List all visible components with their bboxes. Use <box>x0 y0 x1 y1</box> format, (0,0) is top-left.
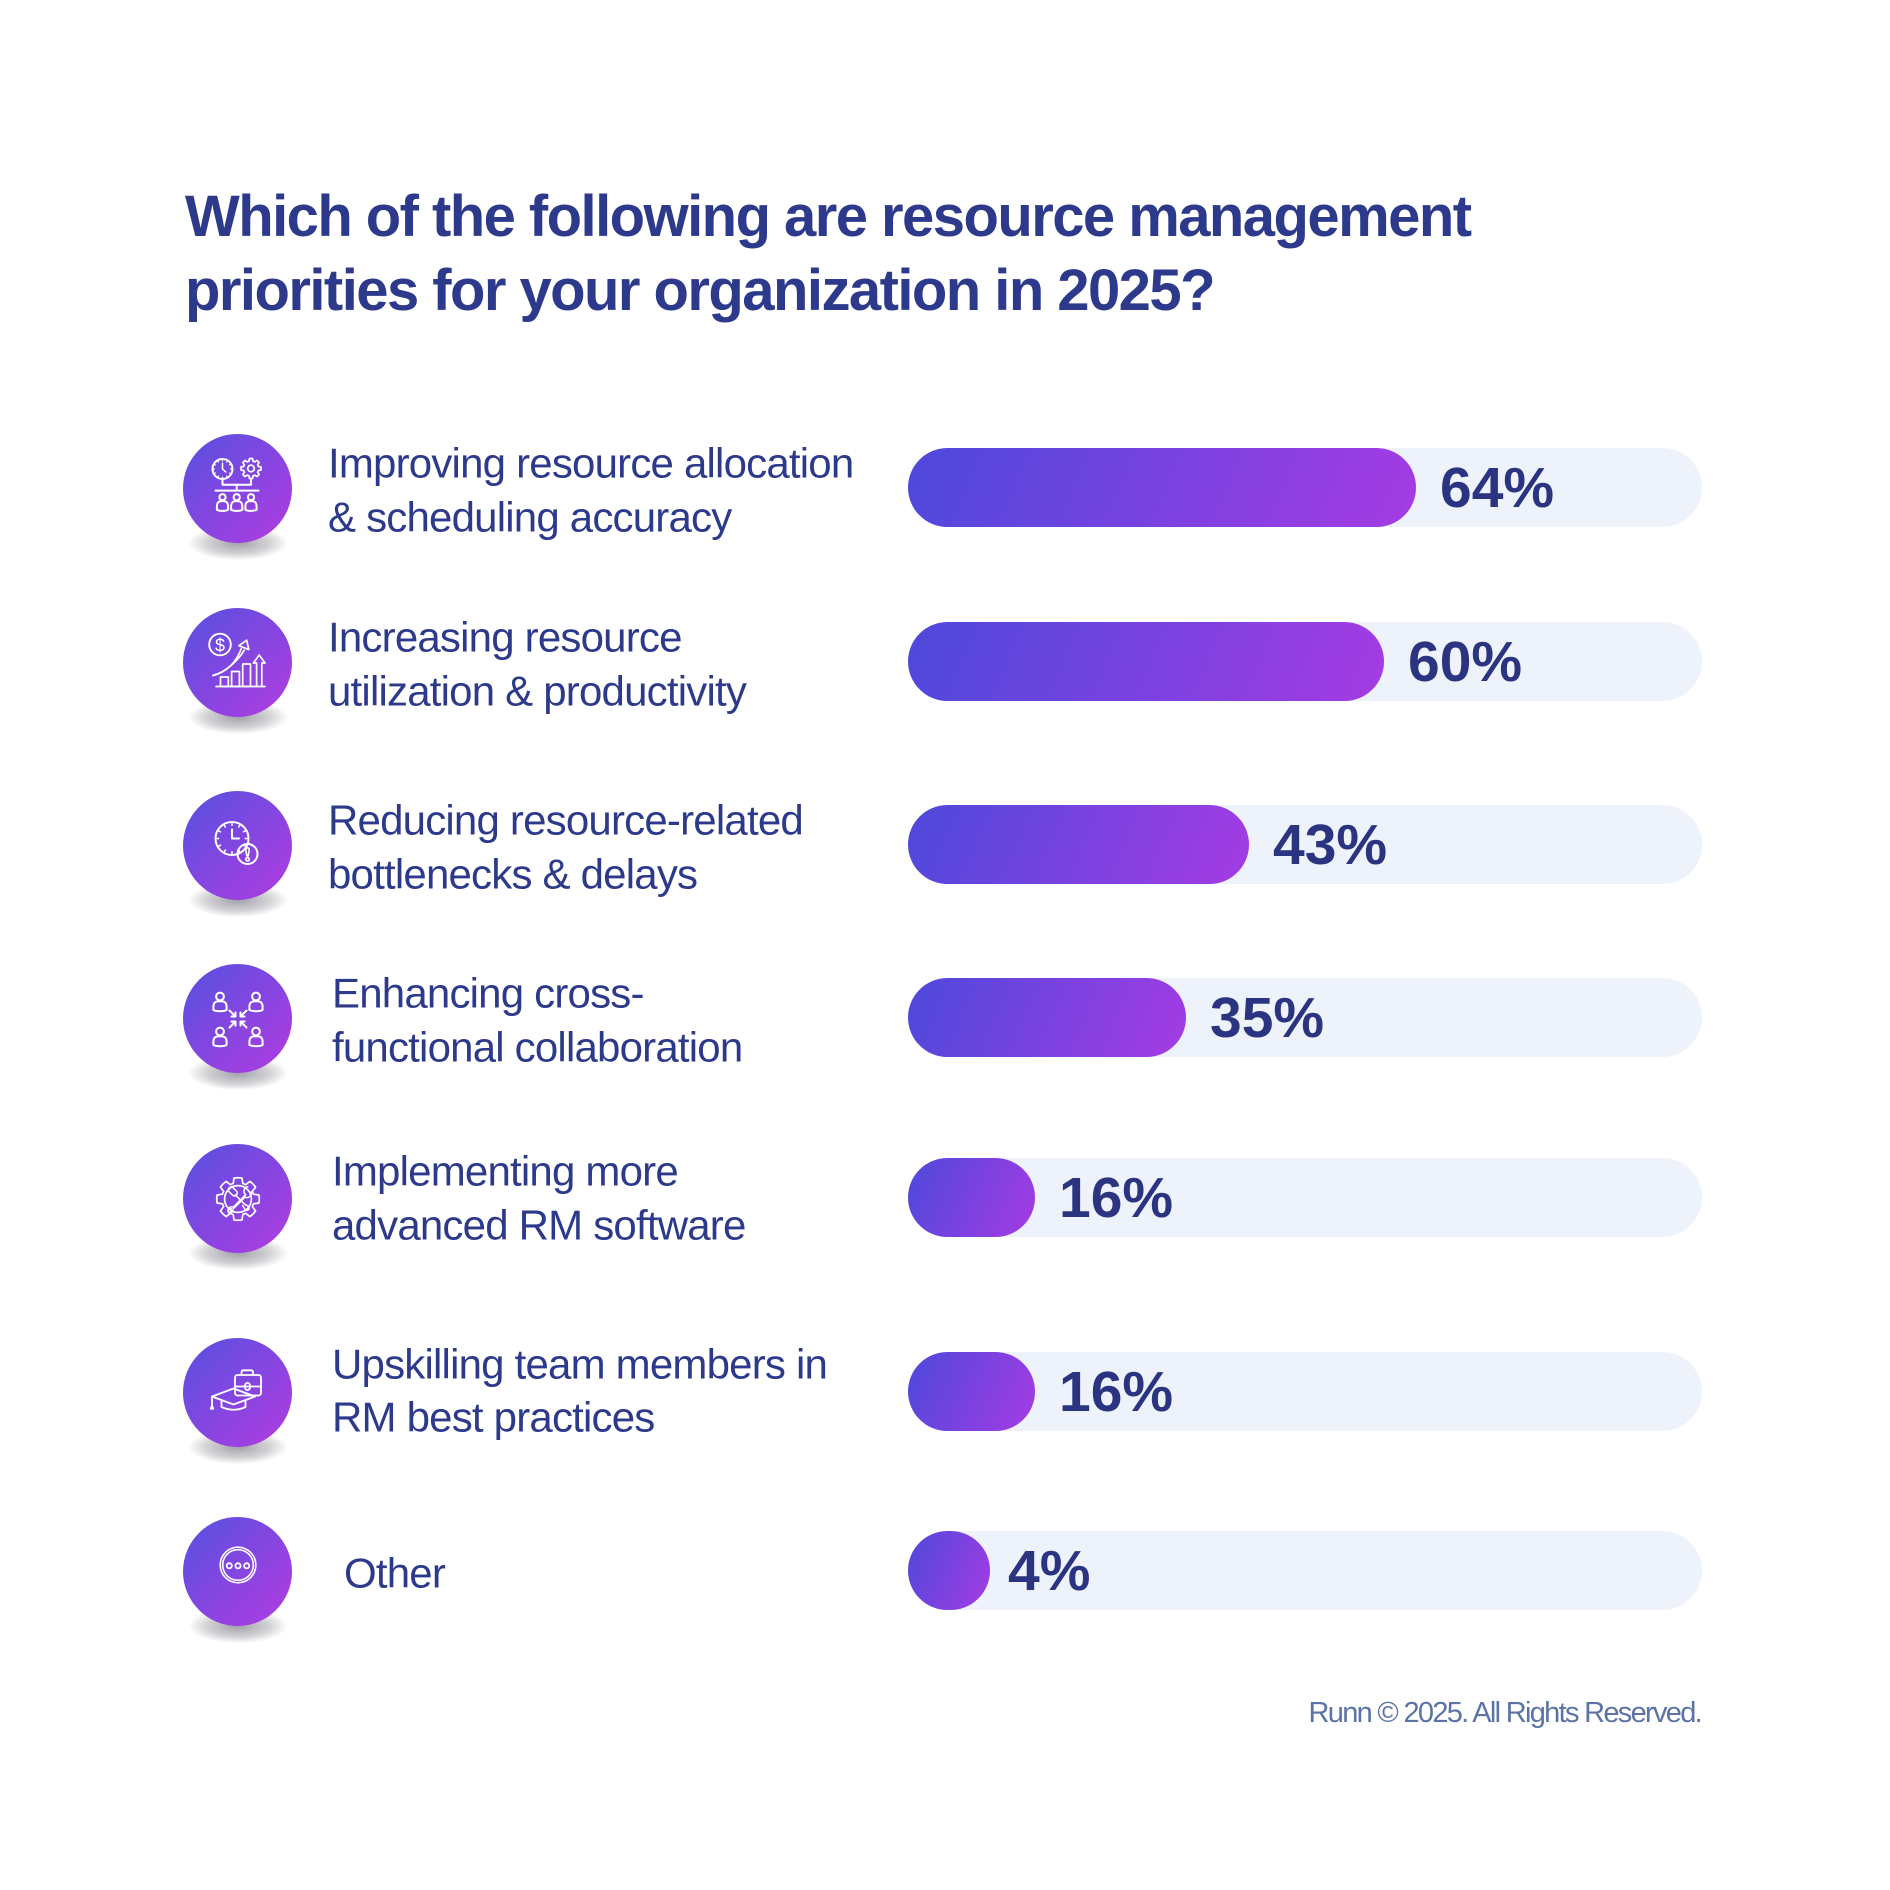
svg-text:$: $ <box>214 635 224 655</box>
